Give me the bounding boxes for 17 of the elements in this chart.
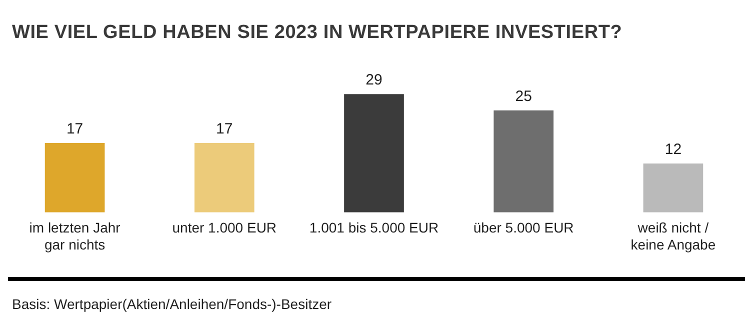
data-label: 29 (366, 72, 382, 89)
x-tick-label: 1.001 bis 5.000 EUR (309, 220, 439, 236)
x-tick-label: weiß nicht / keine Angabe (630, 220, 716, 252)
data-label: 25 (515, 88, 532, 106)
bar (643, 163, 704, 212)
data-label: 17 (66, 120, 84, 138)
bar (44, 143, 105, 212)
x-tick-label: über 5.000 EUR (473, 220, 574, 236)
bar (194, 143, 254, 212)
bar (494, 110, 554, 212)
data-label: 12 (664, 141, 682, 158)
x-tick-label: im letzten Jahr gar nichts (29, 220, 121, 252)
text: Basis: Wertpapier(Aktien/Anleihen/Fonds-)-Besitzer (12, 296, 332, 312)
x-tick-label: unter 1.000 EUR (172, 220, 277, 236)
chart-title: WIE VIEL GELD HABEN SIE 2023 IN WERTPAPIERE INVESTIERT? (12, 22, 622, 44)
data-label: 17 (216, 120, 233, 138)
bar (344, 94, 404, 212)
